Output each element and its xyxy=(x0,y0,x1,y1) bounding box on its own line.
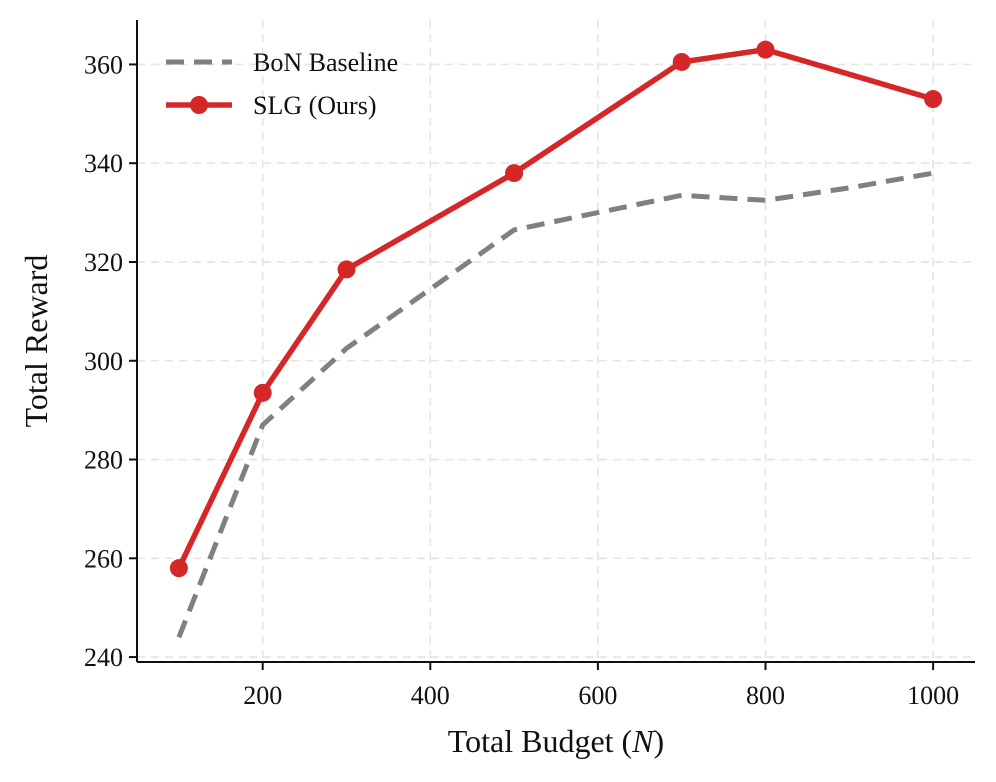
y-tick-label: 340 xyxy=(84,149,123,178)
y-tick-label: 360 xyxy=(84,50,123,79)
x-axis-label-variable: N xyxy=(631,723,655,759)
data-point xyxy=(253,383,272,402)
data-point xyxy=(924,90,943,109)
legend-marker xyxy=(190,96,208,114)
x-tick-label: 1000 xyxy=(907,681,959,710)
data-point xyxy=(169,559,188,578)
axes: 200 400 600 800 1000 240 260 280 300 320 340 360 xyxy=(84,20,975,710)
y-tick-label: 320 xyxy=(84,248,123,277)
y-axis-label: Total Reward xyxy=(18,255,54,428)
series-line-bon-baseline xyxy=(176,170,934,639)
x-axis-label-prefix: Total Budget ( xyxy=(448,723,632,759)
series-line-slg-ours xyxy=(176,46,934,570)
y-tick-label: 260 xyxy=(84,544,123,573)
data-point xyxy=(505,164,524,183)
x-tick-label: 800 xyxy=(746,681,785,710)
data-point xyxy=(756,40,775,59)
x-axis-label: Total Budget (N) xyxy=(448,723,664,759)
y-tick-label: 300 xyxy=(84,347,123,376)
axis-labels: Total Budget (N) Total Reward xyxy=(18,255,664,759)
grid xyxy=(137,20,975,662)
data-point xyxy=(672,52,691,71)
legend-label: BoN Baseline xyxy=(253,48,398,77)
data-point xyxy=(337,260,356,279)
x-tick-label: 400 xyxy=(411,681,450,710)
y-tick-label: 280 xyxy=(84,446,123,475)
x-axis-label-suffix: ) xyxy=(654,723,665,759)
y-tick-label: 240 xyxy=(84,643,123,672)
legend-label: SLG (Ours) xyxy=(253,91,377,120)
series xyxy=(169,40,943,639)
legend: BoN Baseline SLG (Ours) xyxy=(166,48,398,120)
x-tick-label: 200 xyxy=(243,681,282,710)
x-tick-label: 600 xyxy=(578,681,617,710)
